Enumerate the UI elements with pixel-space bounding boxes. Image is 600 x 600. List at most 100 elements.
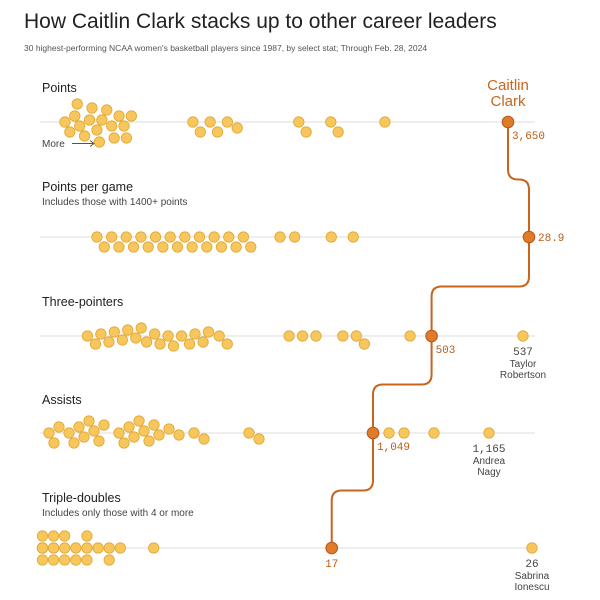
- player-dot: [74, 120, 86, 132]
- leader-name-line1: Andrea: [473, 456, 506, 467]
- player-dot: [89, 338, 102, 350]
- player-dot: [332, 126, 344, 138]
- player-dot: [59, 116, 71, 128]
- player-dot: [114, 542, 126, 554]
- player-dot: [81, 330, 94, 342]
- player-dot: [91, 231, 103, 243]
- labels-layer: Points 3,650 Points per game Includes those…: [42, 81, 564, 593]
- player-dot: [88, 425, 100, 437]
- highlight-dot: [366, 426, 380, 440]
- player-dot: [47, 530, 60, 542]
- player-dot: [171, 241, 184, 253]
- player-dot: [96, 114, 108, 126]
- highlight-value-label: 3,650: [512, 131, 545, 143]
- player-dot: [116, 334, 128, 346]
- player-dot: [148, 542, 160, 554]
- leader-value-label: 26: [525, 559, 538, 571]
- arrow-right-icon: [72, 140, 95, 147]
- player-dot: [289, 231, 301, 243]
- player-dot: [337, 330, 349, 342]
- player-dot: [283, 330, 295, 342]
- player-dot: [59, 530, 71, 542]
- panel-label: Points: [42, 81, 77, 95]
- player-dot: [221, 338, 233, 350]
- player-dot: [103, 554, 115, 566]
- panel-note: Includes only those with 4 or more: [42, 508, 194, 519]
- player-dot: [379, 116, 391, 128]
- player-dot: [118, 437, 130, 449]
- player-dot: [175, 330, 188, 342]
- player-dot: [215, 241, 228, 253]
- highlight-value-label: 28.9: [538, 233, 564, 245]
- player-dot: [118, 120, 130, 132]
- player-dot: [70, 542, 82, 554]
- player-dot: [310, 330, 322, 342]
- leader-name-line1: Taylor: [510, 359, 537, 370]
- player-dot: [133, 415, 145, 427]
- player-dot: [204, 116, 216, 128]
- player-dot: [59, 554, 71, 566]
- player-dot: [63, 427, 75, 439]
- leader-name-line2: Ionescu: [514, 582, 549, 593]
- player-dot: [81, 542, 93, 554]
- highlight-dot: [325, 541, 339, 555]
- player-dot: [103, 336, 115, 348]
- player-dot: [113, 110, 125, 122]
- player-dot: [53, 421, 65, 433]
- leader-name-line1: Sabrina: [515, 571, 550, 582]
- player-dot: [237, 231, 250, 243]
- player-dot: [83, 114, 96, 126]
- player-dot: [123, 421, 135, 433]
- player-dot: [143, 435, 155, 447]
- player-dot: [153, 429, 165, 441]
- player-dot: [201, 241, 213, 253]
- player-dot: [86, 102, 98, 114]
- player-dot: [162, 330, 174, 342]
- player-dot: [186, 241, 198, 253]
- player-dot: [122, 324, 134, 336]
- player-dot: [245, 241, 257, 253]
- player-dot: [213, 330, 225, 342]
- player-dot: [113, 241, 125, 253]
- player-dot: [223, 231, 235, 243]
- player-dot: [193, 231, 206, 243]
- leader-name-line2: Robertson: [500, 370, 546, 381]
- player-dot: [128, 431, 140, 443]
- player-dot: [148, 419, 160, 431]
- player-dot: [83, 415, 95, 427]
- player-dot: [120, 231, 132, 243]
- player-dot: [358, 338, 370, 350]
- panel-note: Includes those with 1400+ points: [42, 197, 187, 208]
- player-dot: [164, 231, 176, 243]
- player-dot: [135, 322, 147, 334]
- leader-name-line2: Nagy: [477, 467, 500, 478]
- player-dot: [398, 427, 410, 439]
- player-dot: [149, 328, 161, 340]
- player-dot: [230, 241, 242, 253]
- highlight-value-label: 503: [436, 345, 456, 357]
- player-dot: [187, 116, 199, 128]
- player-dot: [69, 110, 81, 122]
- player-dot: [101, 104, 113, 116]
- player-dot: [428, 427, 440, 439]
- player-dot: [167, 340, 180, 352]
- player-dot: [221, 116, 233, 128]
- player-dot: [325, 116, 337, 128]
- highlight-dot: [522, 230, 536, 244]
- player-dot: [243, 427, 255, 439]
- player-dot: [36, 542, 49, 554]
- player-dot: [113, 427, 125, 439]
- more-link[interactable]: More: [42, 139, 65, 150]
- player-dot: [163, 423, 175, 435]
- page-subtitle: 30 highest-performing NCAA women's baske…: [24, 43, 428, 53]
- player-dot: [179, 231, 191, 243]
- player-dot: [103, 542, 115, 554]
- player-dot: [194, 126, 206, 138]
- player-dot: [125, 110, 137, 122]
- player-dot: [108, 132, 120, 144]
- player-dot: [91, 124, 103, 136]
- player-dot: [93, 435, 105, 447]
- player-dot: [350, 330, 362, 342]
- highlight-name-line2: Clark: [490, 93, 526, 110]
